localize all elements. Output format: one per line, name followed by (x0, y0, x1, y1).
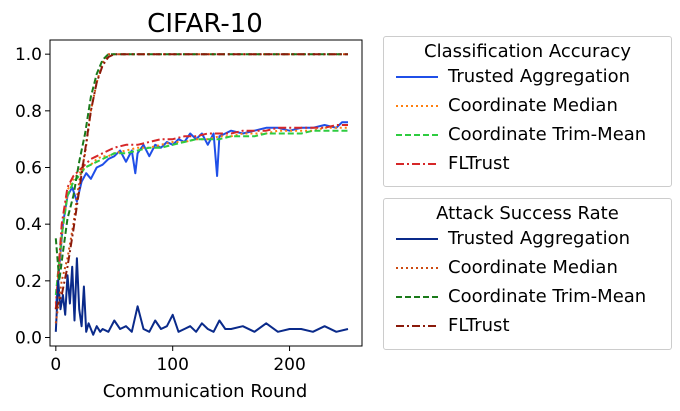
legend-swatch (396, 295, 438, 298)
y-tick-label: 0.8 (15, 102, 42, 122)
series-line-asr-1 (54, 53, 348, 324)
x-tick-label: 0 (50, 355, 61, 375)
legend-entry: Coordinate Trim-Mean (384, 282, 671, 311)
legend-swatch (396, 162, 438, 165)
legend-entry: FLTrust (384, 149, 671, 178)
series-line-accuracy-2 (54, 129, 348, 296)
y-tick-label: 0.0 (15, 329, 42, 349)
legend-title: Attack Success Rate (436, 203, 619, 224)
legend-entry: Trusted Aggregation (384, 224, 671, 253)
legend-entry: Coordinate Median (384, 253, 671, 282)
legend-entry: Coordinate Median (384, 91, 671, 120)
x-tick-label: 100 (156, 355, 188, 375)
x-tick-label: 200 (273, 355, 305, 375)
series-line-asr-2 (54, 53, 348, 282)
legend-label: Coordinate Median (448, 95, 618, 116)
axis-ticks: 0.0 0.2 0.4 0.6 0.8 1.0 0 100 200 (15, 45, 306, 375)
legend-attack-success-rate: Attack Success Rate Trusted Aggregation C… (383, 198, 672, 350)
legend-label: Trusted Aggregation (448, 228, 630, 249)
y-tick-label: 0.6 (15, 159, 42, 179)
x-axis-label: Communication Round (103, 381, 308, 402)
legend-swatch (396, 266, 438, 269)
series-line-asr-0 (54, 257, 349, 336)
legend-swatch (396, 133, 438, 136)
legend-label: Coordinate Trim-Mean (448, 124, 647, 145)
legend-entries: Trusted Aggregation Coordinate Median Coor… (384, 224, 671, 340)
legend-entries: Trusted Aggregation Coordinate Median Coor… (384, 62, 671, 178)
series-line-accuracy-3 (54, 124, 348, 310)
series-line-accuracy-1 (54, 126, 348, 304)
y-tick-label: 0.4 (15, 215, 42, 235)
legend-entry: Coordinate Trim-Mean (384, 120, 671, 149)
legend-label: FLTrust (448, 153, 510, 174)
legend-swatch (396, 237, 438, 240)
plot-frame (49, 39, 363, 347)
legend-classification-accuracy: Classification Accuracy Trusted Aggregat… (383, 36, 672, 187)
legend-label: Coordinate Trim-Mean (448, 286, 647, 307)
chart: CIFAR-10 0.0 0.2 0.4 0.6 0.8 1.0 0 100 200 Commu… (15, 9, 363, 402)
series-line-asr-3 (54, 53, 348, 310)
plot-lines (54, 53, 349, 336)
legend-label: Trusted Aggregation (448, 66, 630, 87)
legend-swatch (396, 75, 438, 78)
legend-swatch (396, 324, 438, 327)
legend-swatch (396, 104, 438, 107)
legend-entry: FLTrust (384, 311, 671, 340)
y-tick-label: 0.2 (15, 272, 42, 292)
legend-label: FLTrust (448, 315, 510, 336)
y-tick-label: 1.0 (15, 45, 42, 65)
legend-title: Classification Accuracy (424, 41, 631, 62)
legend-entry: Trusted Aggregation (384, 62, 671, 91)
legend-label: Coordinate Median (448, 257, 618, 278)
series-line-accuracy-0 (54, 121, 348, 310)
chart-title: CIFAR-10 (147, 9, 263, 39)
